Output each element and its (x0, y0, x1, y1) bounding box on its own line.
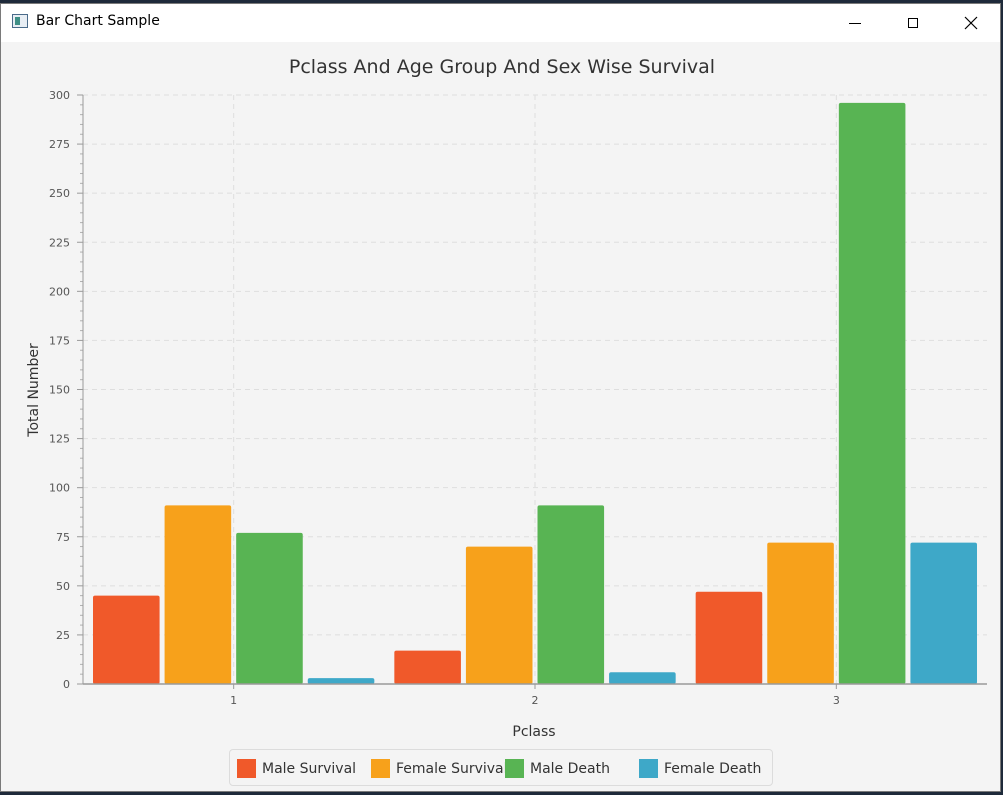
y-tick-label: 50 (56, 580, 70, 593)
chart-area: 0 25 50 75 100 125 150 175 200 225 250 275 300 1 2 3 Pc… (1, 42, 1000, 791)
y-tick-label: 175 (49, 334, 70, 347)
bar-male-survival (695, 591, 763, 684)
legend-item-male-survival: Male Survival (237, 759, 356, 778)
minimize-icon (849, 22, 861, 24)
legend-label: Male Death (530, 760, 610, 777)
y-tick-label: 300 (49, 89, 70, 102)
y-tick-label: 75 (56, 531, 70, 544)
y-tick-label: 275 (49, 138, 70, 151)
x-tick-label: 3 (833, 694, 840, 707)
bar-male-survival (93, 595, 160, 684)
bar-female-survival (767, 542, 834, 684)
bar-chart: 0 25 50 75 100 125 150 175 200 225 250 275 300 1 2 3 Pc… (26, 56, 987, 740)
legend-item-male-death: Male Death (505, 759, 610, 778)
y-tick-label: 200 (49, 285, 70, 298)
x-tick-label: 2 (532, 694, 539, 707)
minimize-button[interactable] (826, 4, 884, 42)
close-button[interactable] (942, 4, 1000, 42)
bar-female-survival (164, 505, 232, 684)
y-axis-label: Total Number (26, 343, 42, 438)
legend-label: Male Survival (262, 760, 357, 777)
axes: 0 25 50 75 100 125 150 175 200 225 250 275 300 1 2 3 (49, 89, 987, 707)
app-icon (12, 14, 28, 28)
y-tick-label: 225 (49, 236, 70, 249)
window-title: Bar Chart Sample (36, 13, 160, 29)
y-tick-label: 250 (49, 187, 70, 200)
y-tick-label: 150 (49, 384, 70, 397)
bar-female-death (609, 672, 676, 684)
close-icon (964, 16, 978, 30)
legend-swatch (371, 759, 390, 778)
legend-swatch (639, 759, 658, 778)
bar-male-death (236, 532, 303, 684)
app-window: Bar Chart Sample 0 25 50 75 100 125 150 175 200 2… (0, 3, 1001, 792)
bar-female-death (307, 678, 375, 684)
chart-title: Pclass And Age Group And Sex Wise Surviv… (289, 56, 715, 78)
legend-item-female-death: Female Death (639, 759, 761, 778)
x-tick-label: 1 (230, 694, 237, 707)
legend-label: Female Death (664, 760, 762, 777)
maximize-button[interactable] (884, 4, 942, 42)
x-axis-label: Pclass (512, 724, 555, 740)
legend: Male Survival Female Survival Male Death… (229, 749, 773, 786)
bars (93, 102, 977, 684)
y-tick-label: 125 (49, 433, 70, 446)
grid (83, 94, 987, 684)
bar-female-survival (465, 546, 533, 684)
bar-female-death (910, 542, 977, 684)
maximize-icon (908, 18, 918, 28)
legend-label: Female Survival (396, 760, 508, 777)
bar-male-death (838, 102, 906, 684)
legend-swatch (505, 759, 524, 778)
bar-male-death (537, 505, 605, 684)
legend-swatch (237, 759, 256, 778)
y-tick-label: 0 (63, 678, 70, 691)
title-bar[interactable]: Bar Chart Sample (1, 4, 1000, 42)
bar-male-survival (394, 650, 461, 684)
legend-item-female-survival: Female Survival (371, 759, 508, 778)
y-tick-label: 25 (56, 629, 70, 642)
y-tick-label: 100 (49, 482, 70, 495)
